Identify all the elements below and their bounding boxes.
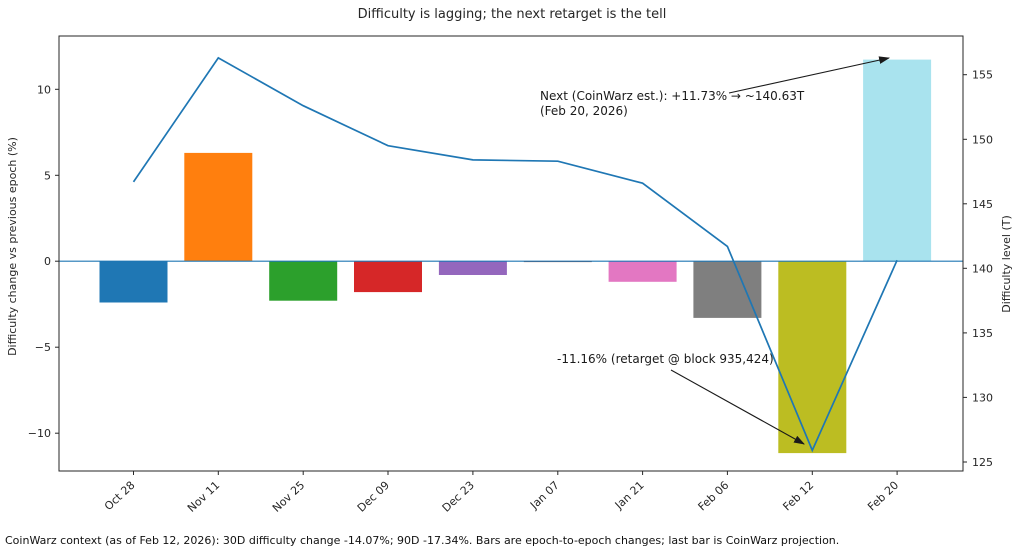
annotation-text: -11.16% (retarget @ block 935,424) bbox=[557, 352, 774, 366]
y-axis-right: 155 150 145 140 135 130 125 bbox=[963, 69, 993, 469]
y-axis-left: 10 5 0 −5 −10 bbox=[28, 83, 59, 440]
bar-jan-21 bbox=[608, 261, 677, 282]
bar-feb-12 bbox=[778, 261, 847, 454]
ytick-label-right: 150 bbox=[972, 133, 993, 146]
bar-feb-06 bbox=[693, 261, 762, 318]
annotation-text: Next (CoinWarz est.): +11.73% → ~140.63T bbox=[540, 89, 805, 103]
ytick-label-left: −5 bbox=[35, 341, 51, 354]
bar-oct-28 bbox=[99, 261, 168, 303]
ytick-label-right: 140 bbox=[972, 262, 993, 275]
bar-dec-09 bbox=[354, 261, 422, 293]
xtick-label-jan-21: Jan 21 bbox=[612, 479, 647, 513]
ytick-label-left: −10 bbox=[28, 427, 51, 440]
figure-caption: CoinWarz context (as of Feb 12, 2026): 3… bbox=[5, 534, 840, 547]
annotation-text: (Feb 20, 2026) bbox=[540, 104, 628, 118]
annotation-arrow bbox=[670, 369, 805, 445]
bar-nov-25 bbox=[269, 261, 338, 301]
ytick-label-left: 5 bbox=[44, 169, 51, 182]
xtick-label-dec-09: Dec 09 bbox=[355, 479, 392, 515]
annotation-next-estimate: Next (CoinWarz est.): +11.73% → ~140.63T… bbox=[540, 56, 891, 118]
y-axis-label-right: Difficulty level (T) bbox=[1000, 215, 1013, 313]
xtick-label-nov-25: Nov 25 bbox=[270, 479, 307, 515]
xtick-label-feb-12: Feb 12 bbox=[780, 479, 816, 514]
ytick-label-right: 135 bbox=[972, 327, 993, 340]
bar-dec-23 bbox=[438, 261, 507, 275]
ytick-label-left: 10 bbox=[37, 83, 51, 96]
xtick-label-feb-20: Feb 20 bbox=[865, 479, 901, 514]
xtick-label-jan-07: Jan 07 bbox=[527, 479, 562, 513]
annotation-arrow bbox=[728, 56, 891, 94]
ytick-label-right: 145 bbox=[972, 198, 993, 211]
difficulty-line bbox=[132, 56, 898, 453]
bar-feb-20 bbox=[863, 59, 932, 262]
bars-group bbox=[99, 59, 932, 454]
annotation-retarget-drop: -11.16% (retarget @ block 935,424) bbox=[557, 352, 805, 445]
xtick-label-nov-11: Nov 11 bbox=[185, 479, 222, 515]
xtick-label-oct-28: Oct 28 bbox=[102, 479, 138, 513]
y-axis-label-left: Difficulty change vs previous epoch (%) bbox=[6, 137, 19, 356]
bar-nov-11 bbox=[184, 152, 253, 262]
figure-title: Difficulty is lagging; the next retarget… bbox=[357, 7, 667, 22]
ytick-label-right: 130 bbox=[972, 391, 993, 404]
ytick-label-right: 125 bbox=[972, 456, 993, 469]
x-axis: Oct 28 Nov 11 Nov 25 Dec 09 Dec 23 Jan 07 Jan … bbox=[102, 471, 901, 515]
xtick-label-dec-23: Dec 23 bbox=[440, 479, 477, 515]
ytick-label-right: 155 bbox=[972, 69, 993, 82]
plot-border bbox=[58, 35, 964, 472]
ytick-label-left: 0 bbox=[44, 255, 51, 268]
xtick-label-feb-06: Feb 06 bbox=[696, 479, 732, 514]
